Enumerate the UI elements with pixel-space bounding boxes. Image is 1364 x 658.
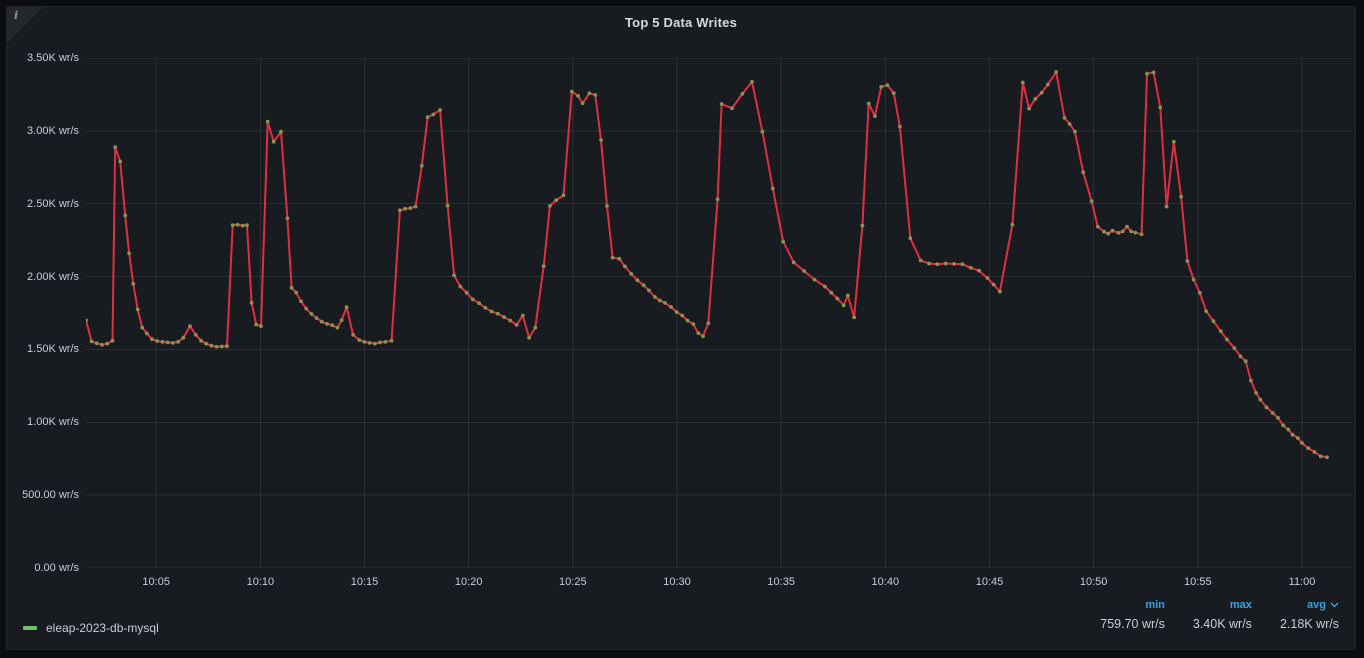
x-tick-label: 11:00 bbox=[1288, 576, 1316, 588]
x-tick-label: 10:45 bbox=[975, 576, 1004, 588]
stat-value-min: 759.70 wr/s bbox=[1100, 617, 1165, 631]
y-tick-label: 3.00K wr/s bbox=[27, 124, 79, 137]
time-series-chart[interactable] bbox=[86, 58, 1353, 568]
y-tick-label: 1.50K wr/s bbox=[27, 343, 79, 356]
stat-column-avg: avg 2.18K wr/s bbox=[1280, 599, 1339, 631]
stat-value-avg: 2.18K wr/s bbox=[1279, 617, 1339, 631]
y-tick-label: 2.00K wr/s bbox=[27, 270, 79, 283]
y-tick-label: 500.00 wr/s bbox=[22, 489, 79, 502]
chart-panel: i Top 5 Data Writes 3.50K wr/s 3.00K wr/s… bbox=[6, 6, 1356, 650]
x-tick-label: 10:15 bbox=[350, 576, 379, 588]
legend-series-label[interactable]: eleap-2023-db-mysql bbox=[46, 621, 159, 635]
stat-column-min: min 759.70 wr/s bbox=[1100, 599, 1165, 631]
legend: eleap-2023-db-mysql bbox=[23, 618, 159, 638]
x-tick-label: 10:55 bbox=[1184, 576, 1212, 588]
stat-column-max: max 3.40K wr/s bbox=[1193, 599, 1252, 631]
stat-header-avg[interactable]: avg bbox=[1307, 599, 1339, 611]
x-tick-label: 10:50 bbox=[1079, 576, 1108, 588]
x-tick-label: 10:40 bbox=[871, 576, 900, 588]
x-tick-label: 10:05 bbox=[142, 576, 170, 588]
y-tick-label: 3.50K wr/s bbox=[27, 52, 79, 64]
panel-info-corner[interactable]: i bbox=[7, 7, 43, 43]
x-tick-label: 10:10 bbox=[246, 576, 275, 588]
legend-series-swatch[interactable] bbox=[23, 626, 37, 630]
chevron-down-icon bbox=[1330, 602, 1339, 608]
legend-stats: min 759.70 wr/s max 3.40K wr/s avg 2.18K… bbox=[1100, 599, 1339, 631]
panel-title[interactable]: Top 5 Data Writes bbox=[625, 15, 737, 30]
x-tick-label: 10:30 bbox=[663, 576, 691, 588]
x-axis-labels: 10:05 10:10 10:15 10:20 10:25 10:30 10:35 10:40… bbox=[86, 573, 1353, 589]
stat-header-max[interactable]: max bbox=[1229, 599, 1252, 611]
y-tick-label: 1.00K wr/s bbox=[27, 416, 79, 429]
x-tick-label: 10:35 bbox=[767, 576, 795, 588]
y-tick-label: 2.50K wr/s bbox=[27, 197, 79, 210]
x-tick-label: 10:25 bbox=[559, 576, 587, 588]
info-icon: i bbox=[14, 9, 19, 22]
stat-header-min[interactable]: min bbox=[1145, 599, 1165, 611]
stat-value-max: 3.40K wr/s bbox=[1192, 617, 1252, 631]
y-axis-labels: 3.50K wr/s 3.00K wr/s 2.50K wr/s 2.00K wr/s… bbox=[7, 52, 79, 574]
y-tick-label: 0.00 wr/s bbox=[34, 562, 79, 574]
plot-area[interactable] bbox=[86, 58, 1353, 568]
x-tick-label: 10:20 bbox=[454, 576, 483, 588]
